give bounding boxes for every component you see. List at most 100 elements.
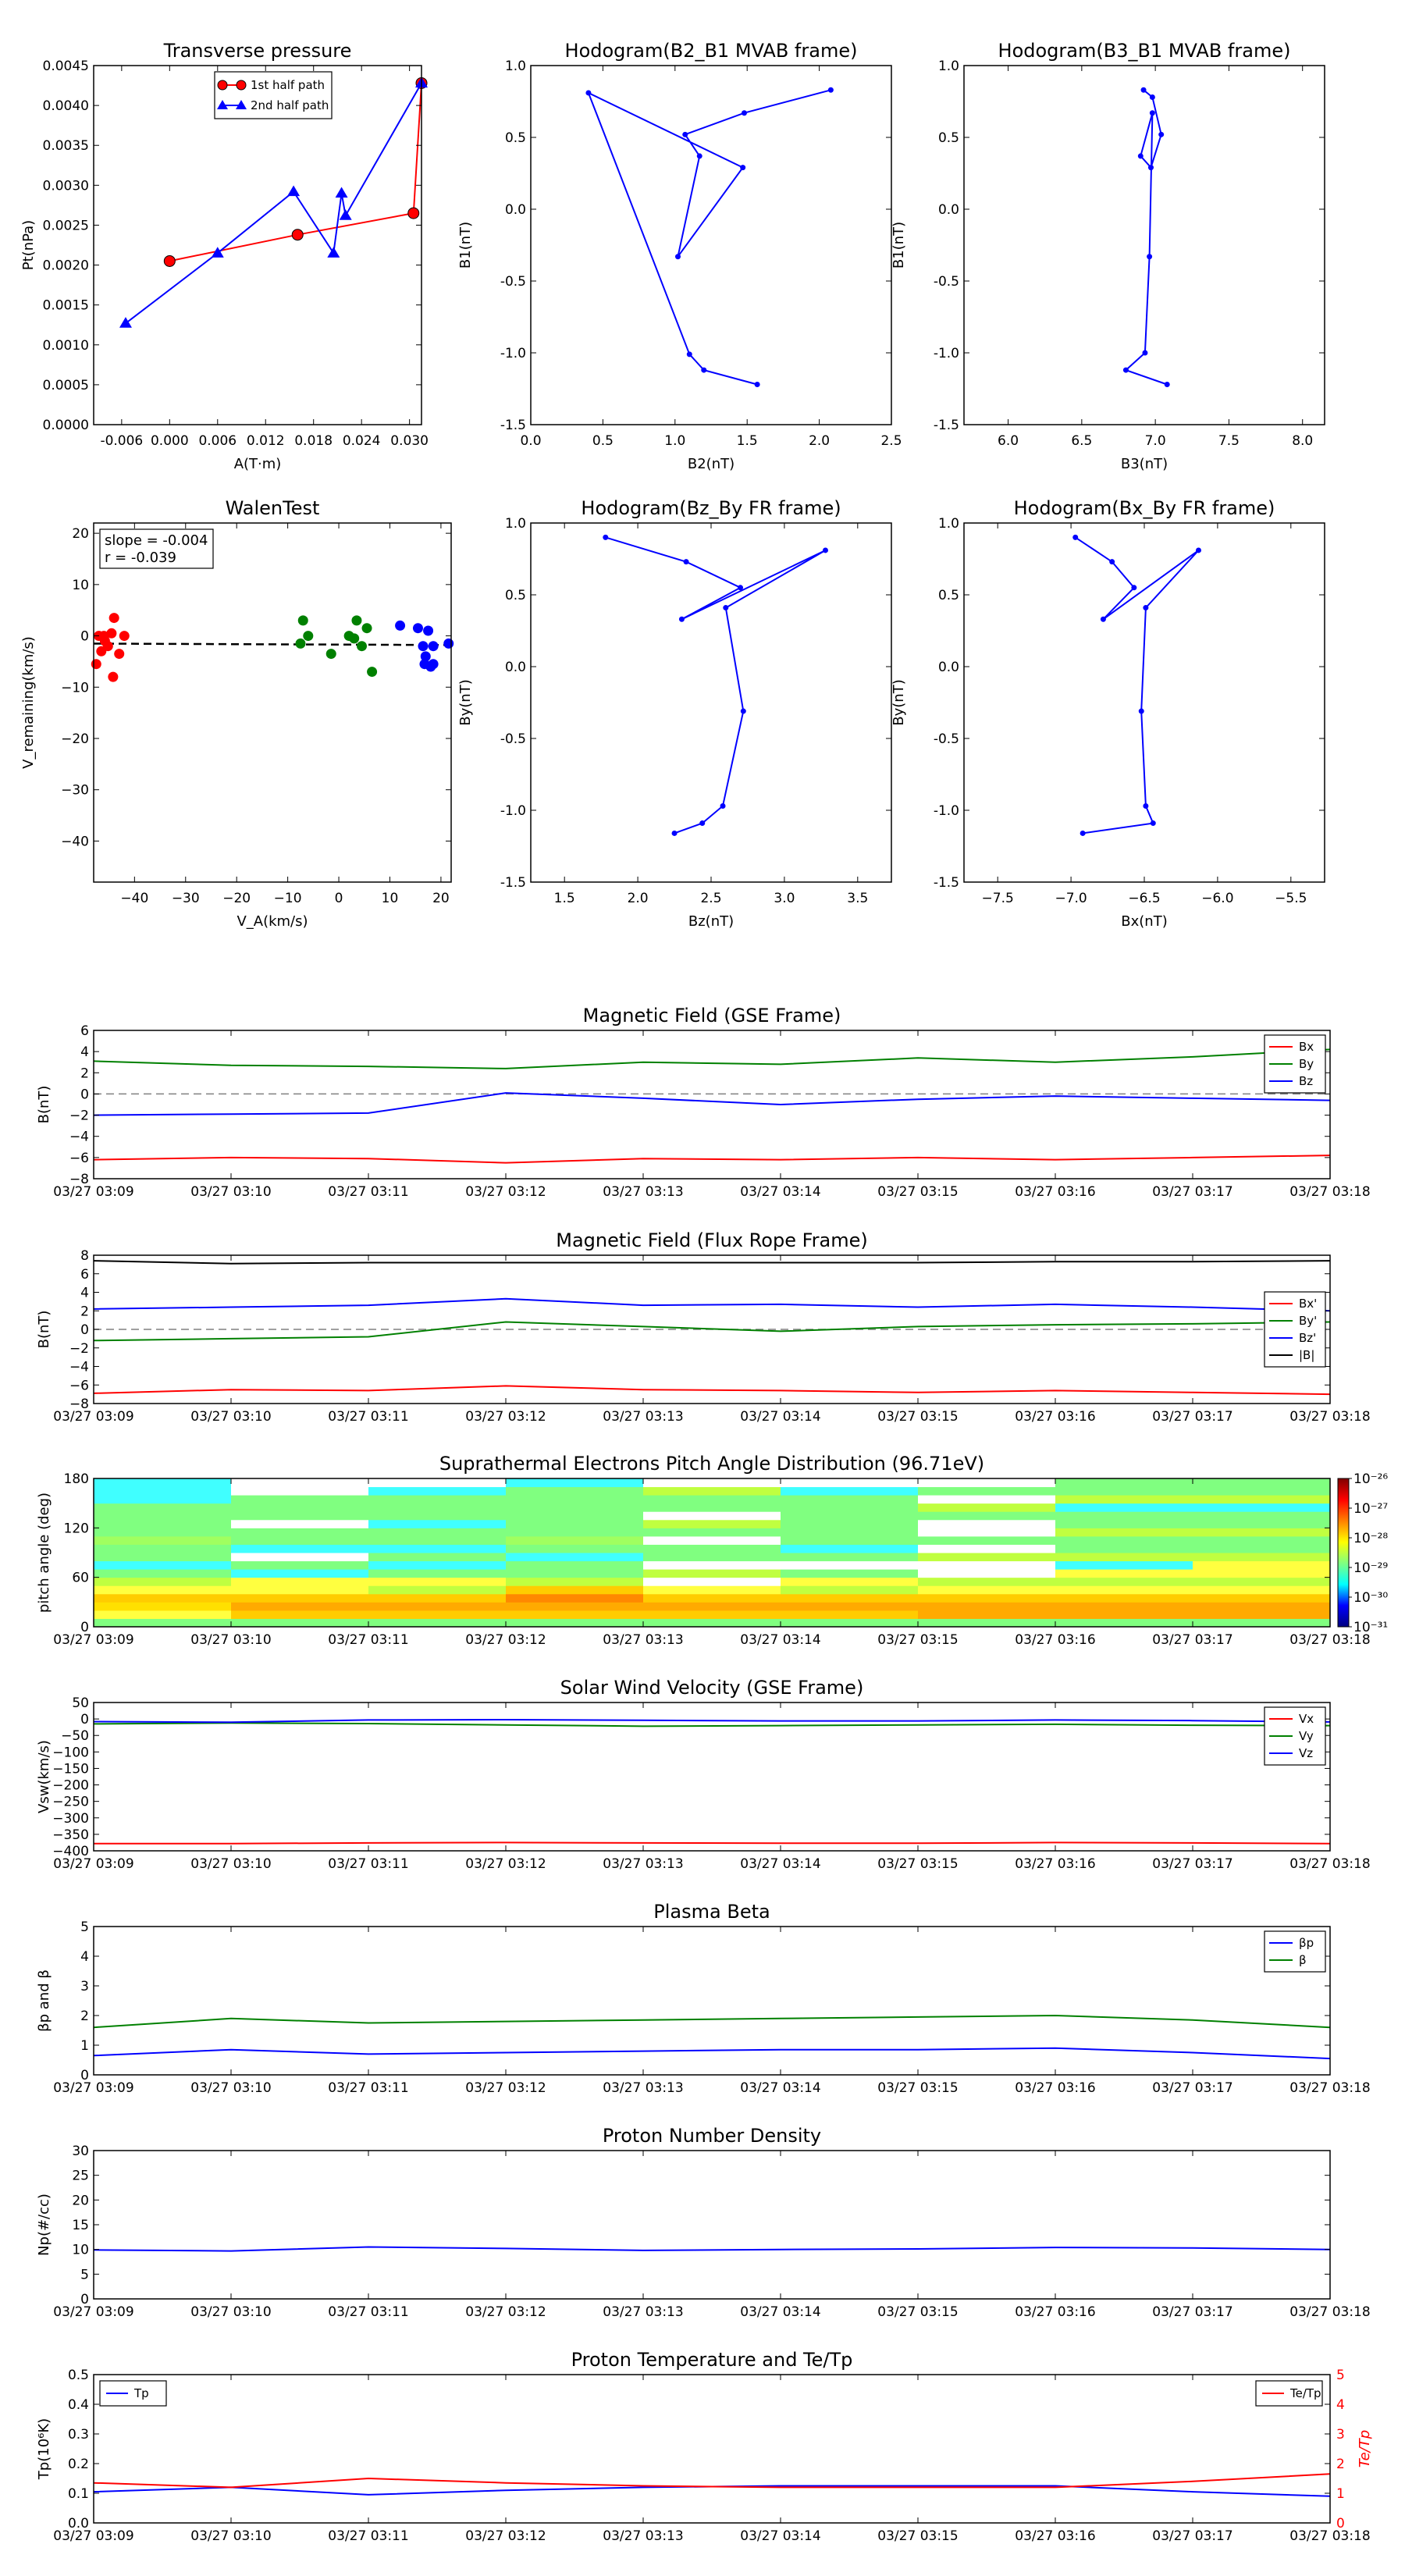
heatmap-cell bbox=[643, 1593, 781, 1603]
y-ticks: −40 −30 −20 −10 0 10 20 bbox=[61, 526, 451, 849]
series-2 bbox=[395, 620, 454, 672]
y-tick-label: -0.5 bbox=[500, 731, 526, 747]
x-tick-label: 03/27 03:16 bbox=[1015, 1632, 1095, 1648]
x-tick-label: 03/27 03:18 bbox=[1289, 2080, 1370, 2096]
x-tick-label: 03/27 03:14 bbox=[740, 1409, 820, 1425]
y-tick-label: −2 bbox=[69, 1341, 89, 1357]
data-point bbox=[682, 131, 688, 137]
chart-title: Plasma Beta bbox=[653, 1901, 770, 1923]
heatmap-cell bbox=[94, 1577, 232, 1586]
annotation-line: r = -0.039 bbox=[105, 550, 176, 566]
heatmap-cell bbox=[506, 1577, 644, 1586]
data-point bbox=[335, 187, 348, 198]
y-tick-label: 2 bbox=[80, 1066, 89, 1081]
heatmap-cell bbox=[1193, 1577, 1331, 1586]
y-tick-label: −30 bbox=[61, 783, 89, 799]
heatmap-cell bbox=[1193, 1602, 1331, 1611]
heatmap-cell bbox=[781, 1544, 919, 1553]
y-tick-label: 3 bbox=[80, 1979, 89, 1994]
x-tick-label: 03/27 03:11 bbox=[328, 1184, 408, 1200]
x-axis-label: A(T·m) bbox=[234, 456, 282, 472]
heatmap-cell bbox=[231, 1495, 369, 1504]
data-point bbox=[683, 559, 689, 565]
colorbar: 10⁻²⁶ 10⁻²⁷ 10⁻²⁸ 10⁻²⁹ 10⁻³⁰ 10⁻³¹ bbox=[1337, 1471, 1388, 1635]
heatmap-cell bbox=[1193, 1478, 1331, 1488]
heatmap-cell bbox=[368, 1503, 507, 1512]
y-right-axis-label: Te/Tp bbox=[1357, 2430, 1373, 2467]
x-tick-label: 03/27 03:11 bbox=[328, 1409, 408, 1425]
heatmap-cell bbox=[781, 1528, 919, 1537]
y-tick-label: 30 bbox=[72, 2144, 89, 2159]
x-tick-label: 10 bbox=[382, 891, 399, 906]
y-axis-label: Np(#/cc) bbox=[36, 2194, 52, 2256]
y-tick-label: 60 bbox=[72, 1571, 89, 1586]
series-vx bbox=[94, 1841, 1331, 1845]
x-tick-label: −6.0 bbox=[1201, 891, 1233, 906]
x-tick-label: −30 bbox=[172, 891, 200, 906]
x-tick-label: 03/27 03:14 bbox=[740, 2304, 820, 2320]
data-point bbox=[754, 381, 760, 387]
data-point bbox=[678, 616, 685, 622]
data-point bbox=[412, 623, 423, 634]
x-tick-label: 20 bbox=[432, 891, 450, 906]
data-point bbox=[696, 153, 702, 159]
heatmap-cell bbox=[643, 1503, 781, 1512]
y-right-tick-label: 5 bbox=[1336, 2368, 1345, 2383]
series-line bbox=[94, 1841, 1331, 1845]
y-tick-label: 5 bbox=[80, 2267, 89, 2282]
hodogram-b2-b1-chart: Hodogram(B2_B1 MVAB frame)-1.5-1.0-0.50.… bbox=[457, 40, 902, 472]
heatmap-cell bbox=[94, 1519, 232, 1528]
x-tick-label: 03/27 03:16 bbox=[1015, 2080, 1095, 2096]
data-point bbox=[603, 534, 609, 540]
y-axis-label: B1(nT) bbox=[891, 222, 907, 269]
chart-title: Hodogram(B2_B1 MVAB frame) bbox=[565, 40, 858, 62]
series-1 bbox=[295, 615, 378, 678]
y-ticks: 0 5 10 15 20 25 30 bbox=[72, 2144, 1330, 2307]
x-tick-label: 2.0 bbox=[809, 433, 830, 449]
y-tick-label: 4 bbox=[80, 1286, 89, 1301]
heatmap-cell bbox=[643, 1528, 781, 1537]
heatmap-cell bbox=[918, 1528, 1056, 1537]
heatmap-cell bbox=[368, 1486, 507, 1496]
plot-frame bbox=[963, 65, 1325, 425]
heatmap-cell bbox=[1055, 1511, 1193, 1521]
y-tick-label: -0.5 bbox=[934, 731, 959, 747]
y-axis-label: B(nT) bbox=[36, 1311, 52, 1349]
heatmap-cell bbox=[1055, 1503, 1193, 1512]
data-point bbox=[108, 613, 119, 624]
heatmap-cell bbox=[506, 1569, 644, 1578]
x-tick-label: 03/27 03:17 bbox=[1152, 1632, 1232, 1648]
y-right-tick-label: 1 bbox=[1336, 2486, 1345, 2502]
series-bz bbox=[93, 1092, 1331, 1116]
x-tick-label: 03/27 03:17 bbox=[1152, 2528, 1232, 2544]
heatmap-cell bbox=[231, 1577, 369, 1586]
x-tick-label: 03/27 03:10 bbox=[190, 1409, 271, 1425]
heatmap-cell bbox=[1055, 1478, 1193, 1488]
data-point bbox=[1149, 94, 1155, 100]
data-point bbox=[742, 110, 748, 116]
data-point bbox=[418, 641, 429, 652]
data-point bbox=[351, 615, 362, 626]
heatmap-cell bbox=[781, 1519, 919, 1528]
y-axis-label: Tp(10⁶K) bbox=[36, 2418, 52, 2480]
y-tick-label: 0.4 bbox=[68, 2397, 89, 2413]
heatmap-cell bbox=[368, 1593, 507, 1603]
heatmap-cell bbox=[643, 1560, 781, 1570]
y-tick-label: 1.0 bbox=[938, 516, 959, 532]
x-tick-label: 03/27 03:10 bbox=[190, 1184, 271, 1200]
plot-frame bbox=[530, 522, 892, 883]
heatmap-cell bbox=[643, 1585, 781, 1595]
y-tick-label: 0 bbox=[80, 1087, 89, 1102]
y-tick-label: 25 bbox=[72, 2169, 89, 2184]
data-point bbox=[585, 90, 592, 96]
legend-label: Vx bbox=[1299, 1712, 1314, 1726]
x-tick-label: 03/27 03:13 bbox=[603, 2304, 683, 2320]
data-point bbox=[327, 247, 340, 258]
hodogram-b3-b1-chart: Hodogram(B3_B1 MVAB frame) -1.5 -1.0 -0.5 0.… bbox=[891, 40, 1325, 472]
y-axis-label: By(nT) bbox=[457, 679, 474, 725]
heatmap-cell bbox=[643, 1577, 781, 1586]
y-tick-label: −50 bbox=[61, 1728, 89, 1744]
colorbar-label: 10⁻³⁰ bbox=[1353, 1590, 1388, 1606]
heatmap-cell bbox=[94, 1569, 232, 1578]
heatmap-cell bbox=[368, 1528, 507, 1537]
